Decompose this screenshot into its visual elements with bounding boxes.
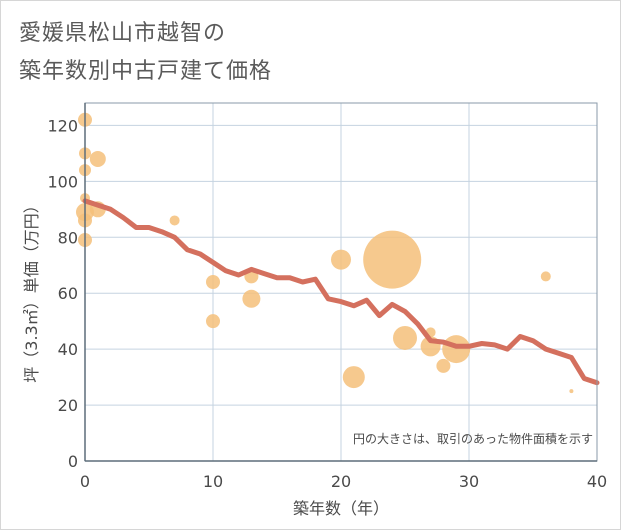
x-tick-label-20: 20 <box>331 472 351 491</box>
bubble-point-11 <box>206 314 220 329</box>
x-tick-label-30: 30 <box>459 472 479 491</box>
y-tick-label-120: 120 <box>47 116 78 135</box>
bubble-point-20 <box>436 358 451 373</box>
tick-labels: 0 10 20 30 40 0 20 40 60 80 100 120 <box>47 116 607 491</box>
bubble-point-13 <box>242 289 261 308</box>
y-tick-label-80: 80 <box>58 228 78 247</box>
y-tick-label-40: 40 <box>58 340 78 359</box>
bubble-point-15 <box>342 366 365 389</box>
bubble-point-9 <box>169 215 180 226</box>
bubble-point-22 <box>540 271 551 282</box>
y-tick-label-0: 0 <box>68 452 78 471</box>
chart-title: 愛媛県松山市越智の 築年数別中古戸建て価格 <box>19 15 272 91</box>
chart-title-line-2: 築年数別中古戸建て価格 <box>19 59 273 84</box>
chart-title-line-1: 愛媛県松山市越智の <box>19 21 227 46</box>
bubble-point-21 <box>442 335 471 364</box>
bubble-point-17 <box>393 325 417 350</box>
y-axis-label: 坪（3.3㎡）単価（万円） <box>22 197 41 382</box>
y-tick-label-100: 100 <box>47 172 78 191</box>
bubble-point-10 <box>206 275 220 289</box>
y-tick-label-20: 20 <box>58 396 78 415</box>
x-tick-label-40: 40 <box>587 472 607 491</box>
bubble-point-23 <box>569 389 574 394</box>
size-legend-note: 円の大きさは、取引のあった物件面積を示す <box>353 431 593 446</box>
y-tick-label-60: 60 <box>58 284 78 303</box>
x-axis-label: 築年数（年） <box>293 499 389 518</box>
x-tick-label-10: 10 <box>203 472 223 491</box>
trend-line <box>82 198 600 386</box>
axes <box>84 102 598 462</box>
bubble-point-14 <box>331 249 351 270</box>
bubble-point-16 <box>363 230 422 289</box>
bubble-point-7 <box>89 150 106 167</box>
x-tick-label-0: 0 <box>80 472 90 491</box>
trend-layer <box>82 198 600 386</box>
